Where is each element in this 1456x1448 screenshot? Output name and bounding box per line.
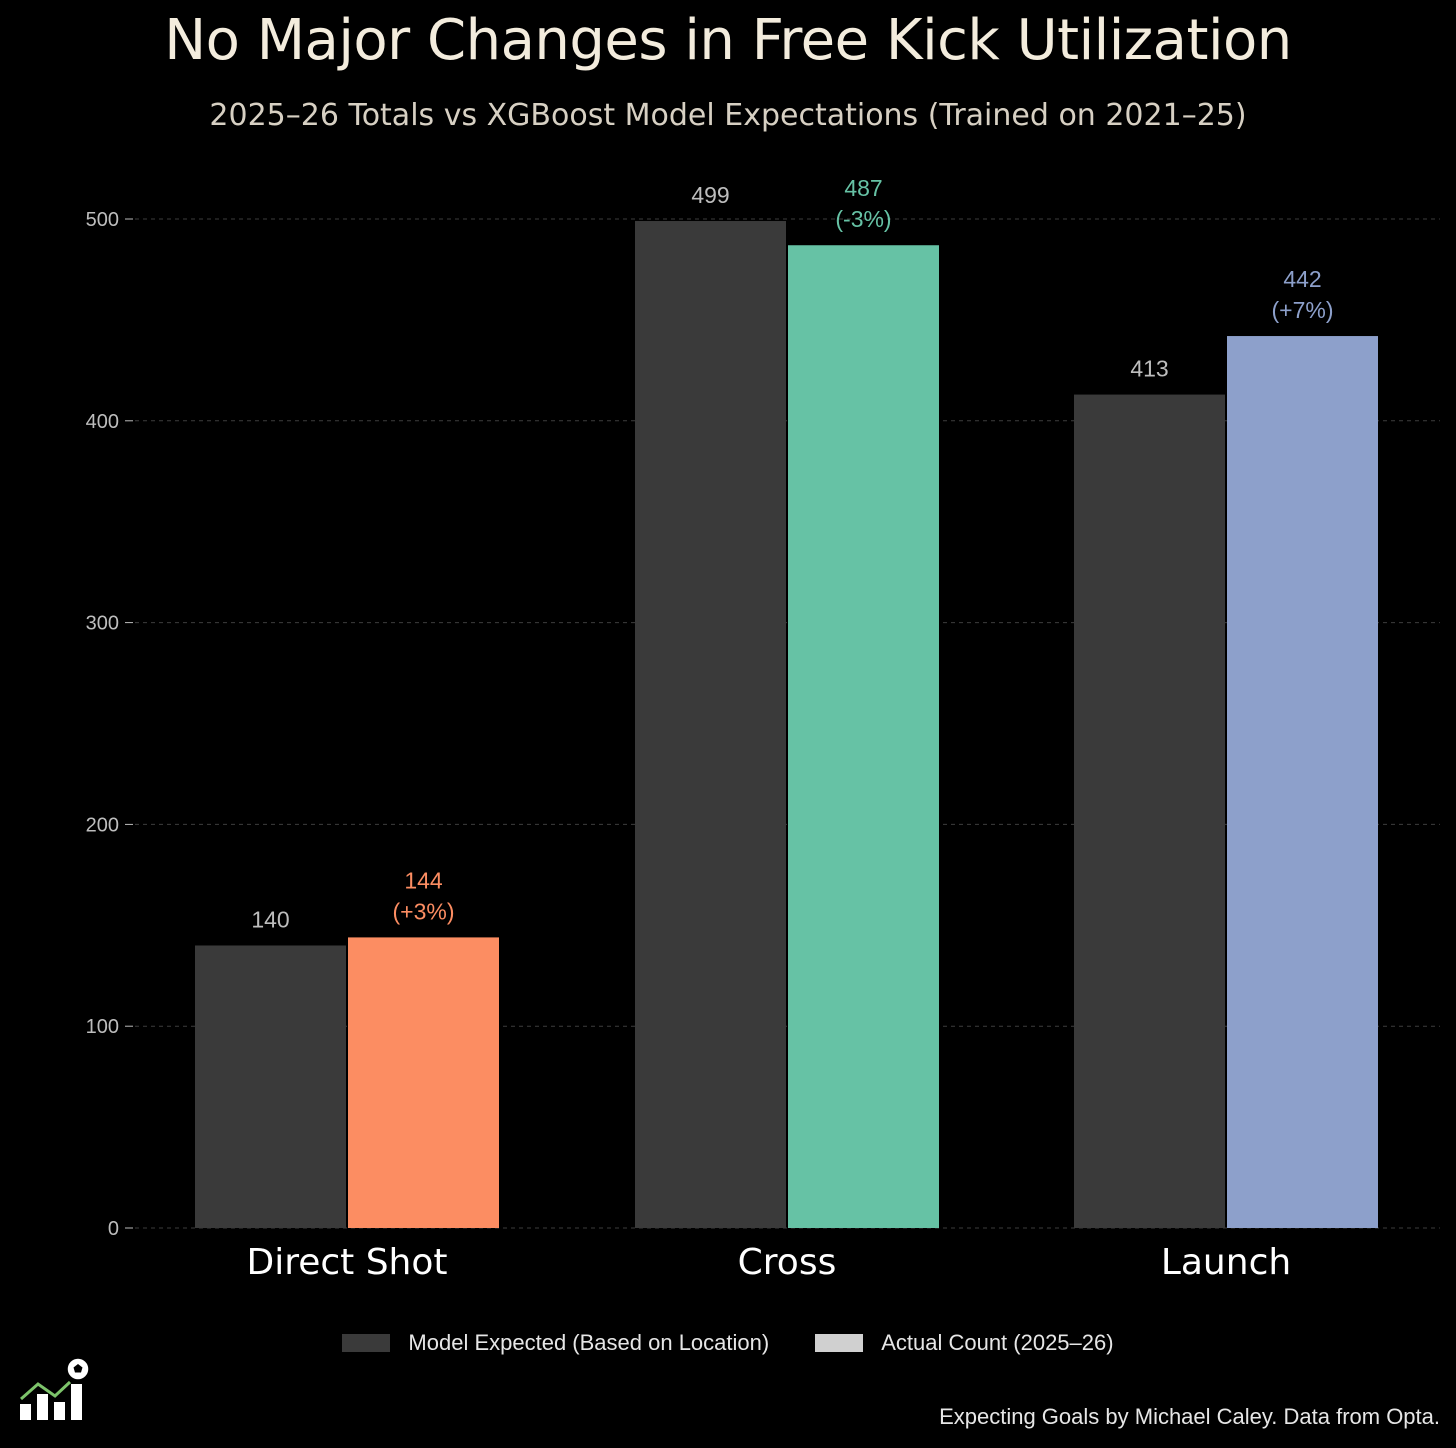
y-tick-label-400: 400 [86,411,119,433]
credit-text: Expecting Goals by Michael Caley. Data f… [939,1404,1440,1429]
bar-expected-direct-shot [195,945,346,1228]
bar-layer [195,221,1378,1228]
x-category-label-cross: Cross [738,1242,837,1283]
data-label-actual-direct-shot: 144 [404,867,443,893]
data-label-expected-cross: 499 [691,182,729,208]
y-tick-label-0: 0 [108,1218,119,1240]
chart-title: No Major Changes in Free Kick Utilizatio… [164,8,1292,73]
legend: Model Expected (Based on Location) Actua… [0,1330,1456,1356]
data-label-pct-direct-shot: (+3%) [393,898,455,924]
x-category-label-direct-shot: Direct Shot [246,1242,447,1283]
legend-label-actual: Actual Count (2025–26) [881,1330,1114,1355]
bar-expected-cross [635,221,786,1228]
legend-item-actual: Actual Count (2025–26) [815,1330,1114,1356]
legend-item-expected: Model Expected (Based on Location) [342,1330,769,1356]
bar-expected-launch [1074,394,1225,1228]
chart-subtitle: 2025–26 Totals vs XGBoost Model Expectat… [209,98,1247,133]
y-tick-label-500: 500 [86,209,119,231]
bar-chart: 0 100 200 300 400 500 140 144 (+3%) Direct Shot 4… [86,175,1440,1283]
data-label-actual-launch: 442 [1283,266,1321,292]
x-category-label-launch: Launch [1161,1242,1291,1283]
label-layer: 140 144 (+3%) Direct Shot 499 487 (-3%) Cross 41… [246,175,1333,1283]
bar-actual-direct-shot [348,937,499,1228]
bar-actual-launch [1227,336,1378,1228]
legend-swatch-actual [815,1334,864,1352]
y-tick-label-100: 100 [86,1016,119,1038]
bar-actual-cross [788,245,939,1228]
chart-with-soccer-ball-logo [18,1354,94,1424]
data-label-pct-cross: (-3%) [835,206,891,232]
y-tick-label-300: 300 [86,613,119,635]
data-label-expected-direct-shot: 140 [251,906,289,932]
legend-label-expected: Model Expected (Based on Location) [408,1330,770,1355]
y-tick-label-200: 200 [86,814,119,836]
data-label-pct-launch: (+7%) [1272,297,1334,323]
legend-swatch-expected [342,1334,391,1352]
data-label-expected-launch: 413 [1130,356,1168,382]
data-label-actual-cross: 487 [844,175,882,201]
